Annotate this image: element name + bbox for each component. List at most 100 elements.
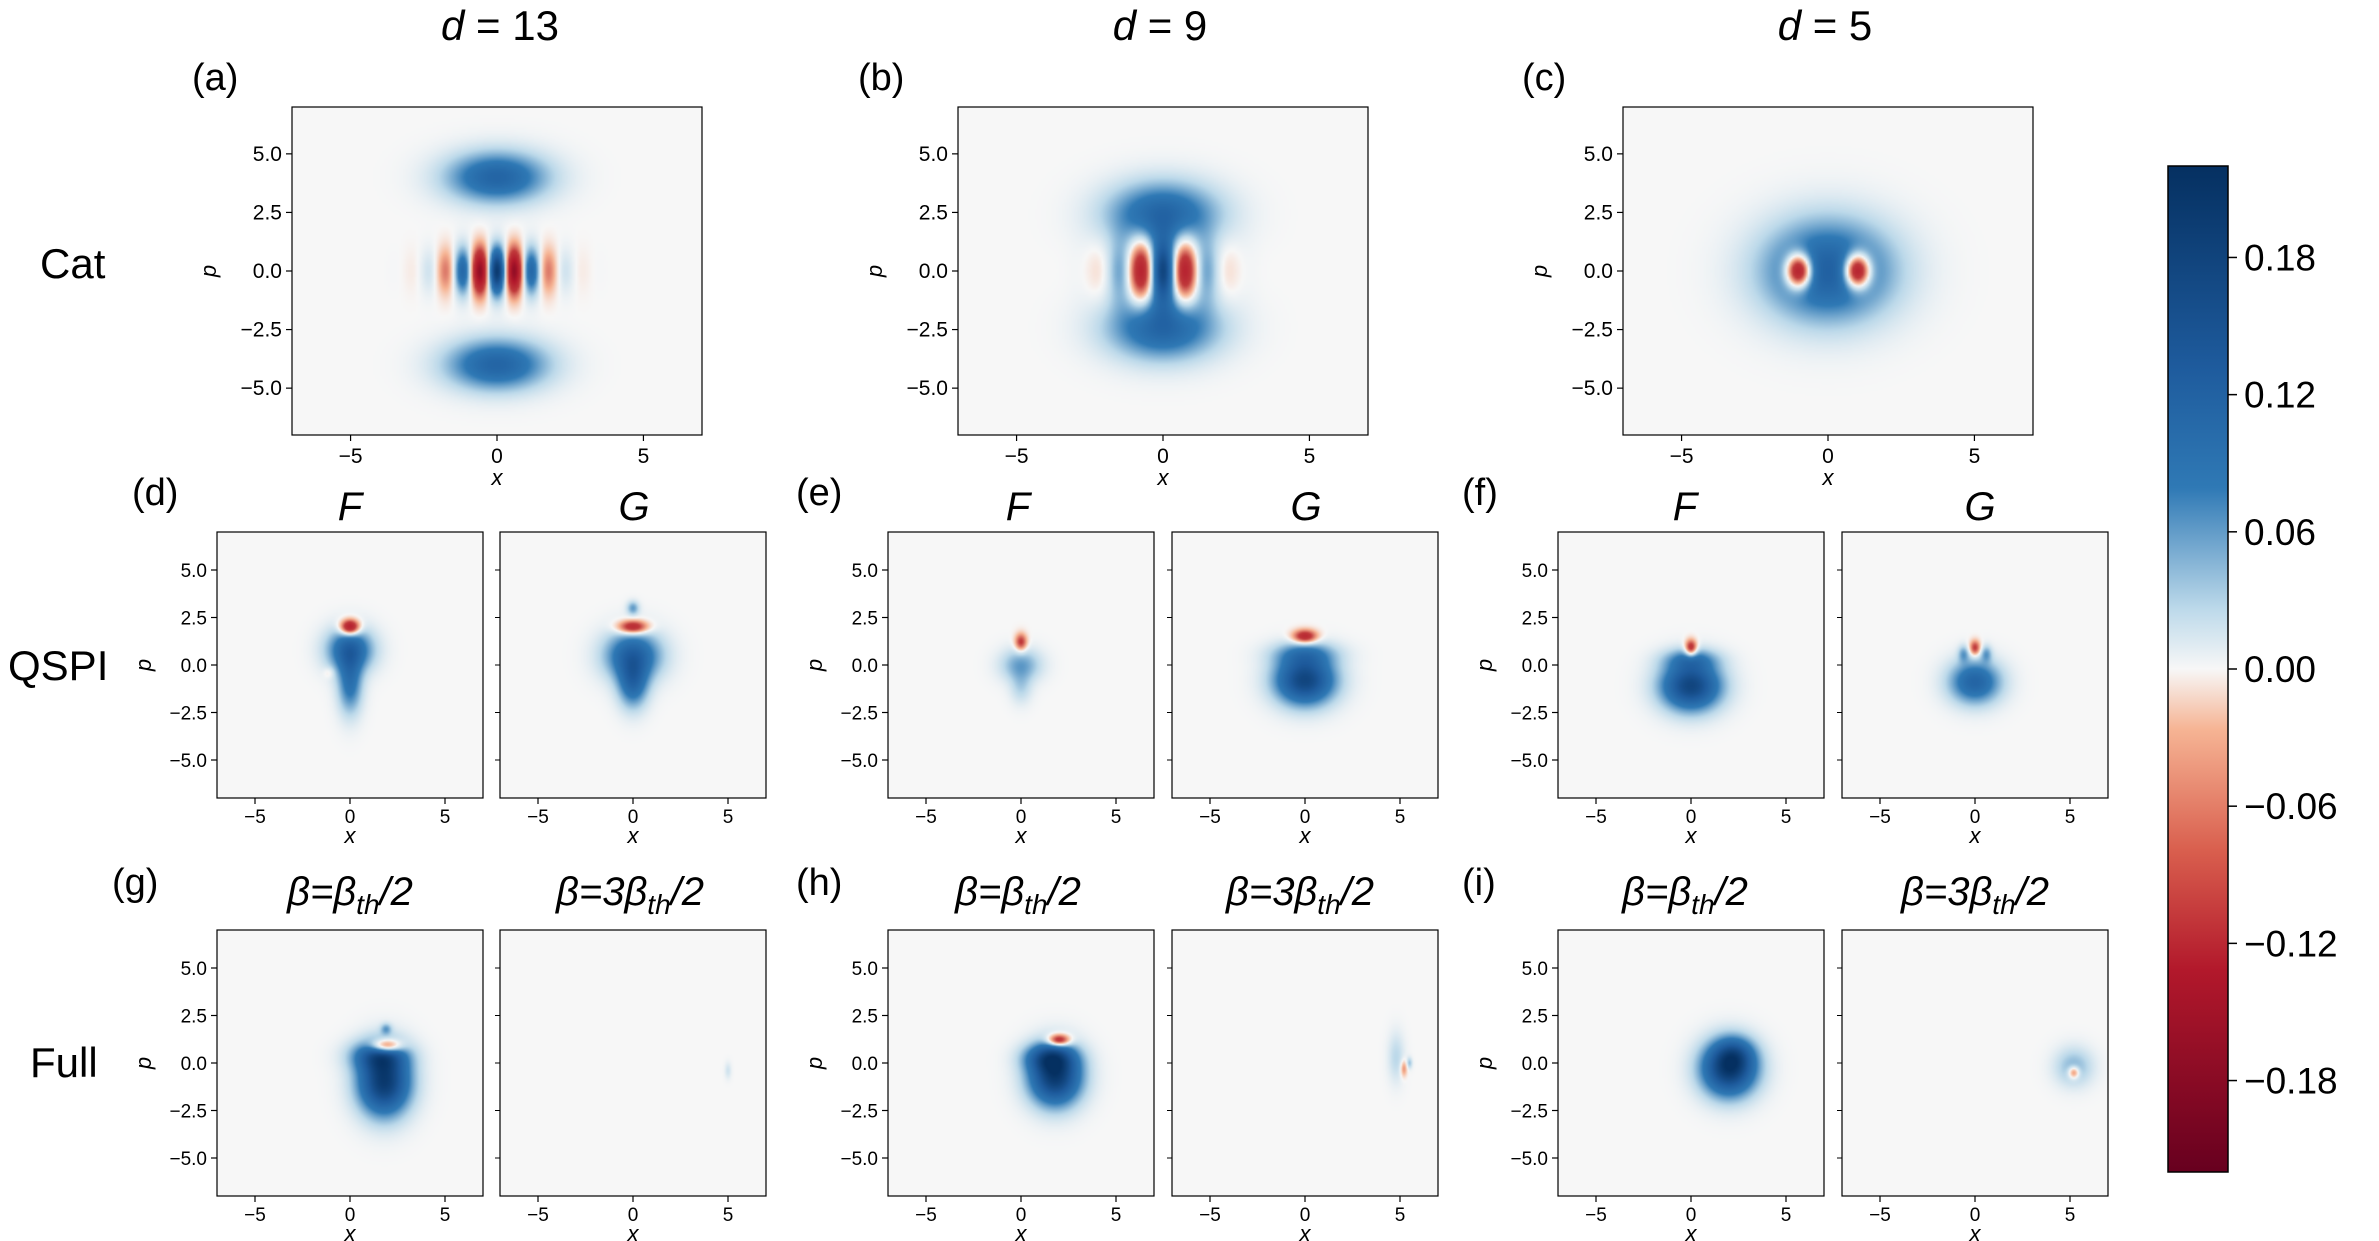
x-tick-label: 0 (1686, 807, 1697, 828)
heatmap-image (1172, 532, 1438, 798)
row-label-cat: Cat (40, 240, 106, 287)
y-tick-label: 0.0 (253, 260, 282, 283)
x-axis-label: x (1157, 465, 1170, 490)
x-axis-label: x (1015, 823, 1028, 848)
panel-i-half: −5 0 5 x 5.0 2.5 0.0 −2.5 −5.0 p (1472, 929, 1825, 1241)
x-tick-label: 5 (2065, 1205, 2076, 1226)
panel-h-half: −5 0 5 x 5.0 2.5 0.0 −2.5 −5.0 p (802, 929, 1155, 1241)
x-axis-label: x (1299, 1221, 1312, 1241)
x-axis-label: x (1969, 823, 1982, 848)
x-axis-label: x (1685, 823, 1698, 848)
heatmap-image (1172, 930, 1438, 1196)
x-tick-label: 0 (628, 1205, 639, 1226)
y-tick-label: 2.5 (181, 1007, 207, 1028)
x-tick-label: 0 (1970, 807, 1981, 828)
heatmap-image (217, 532, 483, 798)
x-tick-label: 5 (440, 807, 451, 828)
heatmap-image (292, 107, 702, 435)
y-tick-label: −5.0 (840, 1149, 878, 1170)
row-label-full: Full (30, 1039, 98, 1086)
heatmap-image (958, 107, 1368, 435)
subtitle-g-threehalf: β=3βth/2 (555, 870, 704, 920)
x-tick-label: 5 (1111, 807, 1122, 828)
x-tick-label: −5 (244, 1205, 266, 1226)
x-axis-label: x (1685, 1221, 1698, 1241)
panels-layer: −5 0 5 x 5.0 2.5 0.0 −2.5 −5.0 p −5 0 5 x 5.0 2.5 0.0 −2.… (131, 106, 2109, 1241)
x-tick-label: 0 (628, 807, 639, 828)
subtitle-g-half: β=βth/2 (286, 870, 413, 920)
colorbar-tick-label: 0.18 (2244, 237, 2316, 278)
y-tick-label: 5.0 (1584, 143, 1613, 166)
y-axis-label: p (802, 1057, 827, 1070)
y-axis-label: p (862, 265, 887, 278)
y-tick-label: −2.5 (1572, 319, 1613, 342)
column-title-d9: d = 9 (1113, 2, 1208, 49)
x-tick-label: 0 (491, 445, 503, 468)
colorbar-tick-label: −0.18 (2244, 1061, 2338, 1102)
y-axis-label: p (131, 659, 156, 672)
y-tick-label: 5.0 (253, 143, 282, 166)
subtitle-f-F: F (1673, 485, 1700, 529)
x-tick-label: 5 (1304, 445, 1316, 468)
subtitle-i-threehalf: β=3βth/2 (1900, 870, 2049, 920)
panel-a: −5 0 5 x 5.0 2.5 0.0 −2.5 −5.0 p (196, 106, 703, 490)
y-tick-label: −2.5 (907, 319, 948, 342)
x-tick-label: −5 (915, 807, 937, 828)
x-tick-label: −5 (915, 1205, 937, 1226)
x-tick-label: 5 (1781, 1205, 1792, 1226)
y-tick-label: 5.0 (852, 959, 878, 980)
y-tick-label: 0.0 (1522, 656, 1548, 677)
subtitle-h-half: β=βth/2 (954, 870, 1081, 920)
panel-label-a: (a) (192, 57, 238, 99)
y-axis-label: p (131, 1057, 156, 1070)
x-tick-label: −5 (1585, 1205, 1607, 1226)
heatmap-image (888, 532, 1154, 798)
x-tick-label: 0 (1300, 1205, 1311, 1226)
y-tick-label: −5.0 (1510, 751, 1548, 772)
subtitle-e-G: G (1290, 485, 1321, 529)
y-tick-label: 5.0 (181, 561, 207, 582)
y-tick-label: −2.5 (169, 1102, 207, 1123)
x-tick-label: 0 (1157, 445, 1169, 468)
y-axis-label: p (802, 659, 827, 672)
heatmap-image (1623, 107, 2033, 435)
colorbar-ticks: 0.18 0.12 0.06 0.00 −0.06 −0.12 −0.18 (2228, 237, 2338, 1102)
y-tick-label: 5.0 (919, 143, 948, 166)
colorbar: 0.18 0.12 0.06 0.00 −0.06 −0.12 −0.18 (2167, 165, 2338, 1173)
x-tick-label: −5 (1670, 445, 1694, 468)
x-axis-label: x (627, 823, 640, 848)
x-tick-label: 5 (723, 1205, 734, 1226)
x-tick-label: −5 (527, 807, 549, 828)
subtitle-d-F: F (338, 485, 365, 529)
x-tick-label: −5 (527, 1205, 549, 1226)
x-tick-label: −5 (1585, 807, 1607, 828)
colorbar-tick-label: 0.00 (2244, 649, 2316, 690)
colorbar-tick-label: −0.06 (2244, 786, 2338, 827)
column-title-d5: d = 5 (1778, 2, 1873, 49)
heatmap-image (1558, 930, 1824, 1196)
y-tick-label: −2.5 (840, 704, 878, 725)
panel-label-i: (i) (1462, 862, 1496, 904)
x-tick-label: −5 (1199, 1205, 1221, 1226)
y-tick-label: 2.5 (852, 1007, 878, 1028)
heatmap-image (1842, 532, 2108, 798)
y-axis-label: p (1472, 659, 1497, 672)
x-tick-label: 5 (1111, 1205, 1122, 1226)
x-axis-label: x (491, 465, 504, 490)
x-tick-label: −5 (1199, 807, 1221, 828)
heatmap-image (1842, 930, 2108, 1196)
panel-g-half: −5 0 5 x 5.0 2.5 0.0 −2.5 −5.0 p (131, 929, 484, 1241)
y-tick-label: −2.5 (840, 1102, 878, 1123)
x-tick-label: −5 (339, 445, 363, 468)
row-label-qspi: QSPI (8, 642, 108, 689)
x-tick-label: 0 (1300, 807, 1311, 828)
heatmap-image (217, 930, 483, 1196)
panel-f-G: −5 0 5 x (1837, 531, 2109, 848)
panel-label-c: (c) (1522, 57, 1566, 99)
x-axis-label: x (1299, 823, 1312, 848)
panel-i-threehalf: −5 0 5 x (1837, 929, 2109, 1241)
y-tick-label: 0.0 (1522, 1054, 1548, 1075)
x-tick-label: 5 (440, 1205, 451, 1226)
panel-g-threehalf: −5 0 5 x (495, 929, 767, 1241)
